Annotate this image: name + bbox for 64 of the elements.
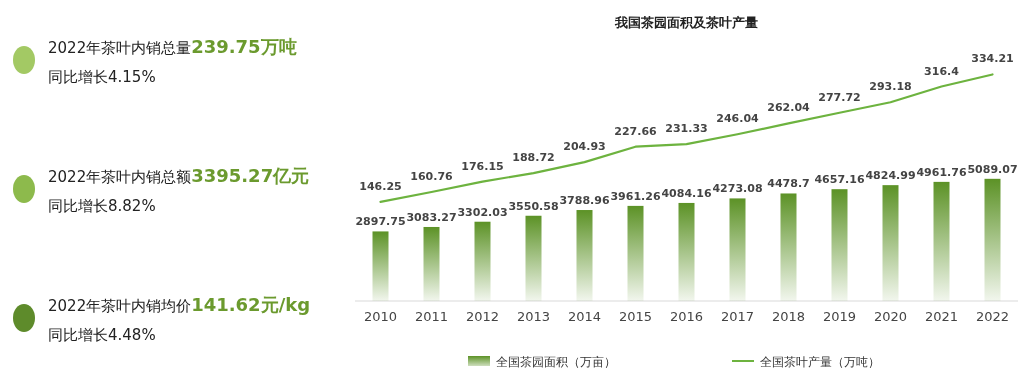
data-label: 4478.7 (767, 177, 810, 191)
text: 同比增长4.48% (48, 326, 156, 344)
text: 141.62元/kg (191, 294, 311, 315)
data-label: 204.93 (563, 140, 606, 154)
bar (372, 231, 389, 301)
data-label: 3788.96 (559, 194, 610, 208)
data-label: 188.72 (512, 151, 555, 165)
bar (729, 198, 746, 301)
x-tick-label: 2010 (363, 309, 398, 324)
bar (882, 185, 899, 301)
text: 同比增长8.82% (48, 197, 156, 215)
data-label: 3961.26 (610, 189, 661, 203)
bar (933, 181, 950, 301)
text: 2022年茶叶内销总量 (48, 39, 192, 57)
data-label: 227.66 (614, 124, 658, 138)
data-label: 2897.75 (355, 215, 406, 229)
x-tick-label: 2022 (975, 309, 1010, 324)
data-label: 4273.08 (712, 182, 763, 196)
data-label: 4824.99 (865, 169, 916, 183)
bar (831, 189, 848, 301)
x-tick-label: 2011 (414, 309, 449, 324)
bar (984, 178, 1001, 301)
data-label: 5089.07 (967, 162, 1018, 176)
x-tick-label: 2018 (771, 309, 806, 324)
bar (780, 193, 797, 301)
data-label: 231.33 (665, 122, 708, 136)
bar (576, 210, 593, 301)
x-tick-label: 2020 (873, 309, 908, 324)
text: 2022年茶叶内销总额 (48, 168, 192, 186)
bar (474, 221, 491, 301)
data-label: 160.76 (410, 170, 454, 184)
data-label: 4657.16 (814, 173, 865, 187)
x-tick-label: 2013 (516, 309, 551, 324)
data-label: 262.04 (767, 101, 811, 115)
x-tick-label: 2021 (924, 309, 959, 324)
text: 同比增长4.15% (48, 68, 156, 86)
data-label: 3302.03 (457, 205, 508, 219)
chart-title: 我国茶园面积及茶叶产量 (614, 15, 758, 30)
text: 239.75万吨 (191, 36, 297, 57)
data-label: 146.25 (359, 179, 402, 193)
bar (423, 226, 440, 301)
text: 3395.27亿元 (191, 165, 310, 186)
data-label: 176.15 (461, 159, 504, 173)
text: 2022年茶叶内销均价 (48, 297, 192, 315)
data-label: 4961.76 (916, 165, 967, 179)
bar (627, 205, 644, 301)
data-label: 293.18 (869, 80, 912, 94)
x-tick-label: 2012 (465, 309, 500, 324)
legend-label: 全国茶园面积（万亩） (496, 355, 616, 369)
x-tick-label: 2016 (669, 309, 704, 324)
x-tick-label: 2019 (822, 309, 857, 324)
data-label: 3083.27 (406, 210, 457, 224)
data-label: 4084.16 (661, 186, 712, 200)
data-label: 316.4 (924, 64, 960, 78)
x-tick-label: 2017 (720, 309, 755, 324)
data-label: 334.21 (971, 52, 1014, 66)
legend-label: 全国茶叶产量（万吨） (760, 355, 880, 369)
bar (678, 202, 695, 301)
data-label: 3550.58 (508, 199, 559, 213)
x-tick-label: 2015 (618, 309, 653, 324)
x-tick-label: 2014 (567, 309, 602, 324)
bar (525, 215, 542, 301)
data-label: 277.72 (818, 90, 861, 104)
data-label: 246.04 (716, 112, 760, 126)
